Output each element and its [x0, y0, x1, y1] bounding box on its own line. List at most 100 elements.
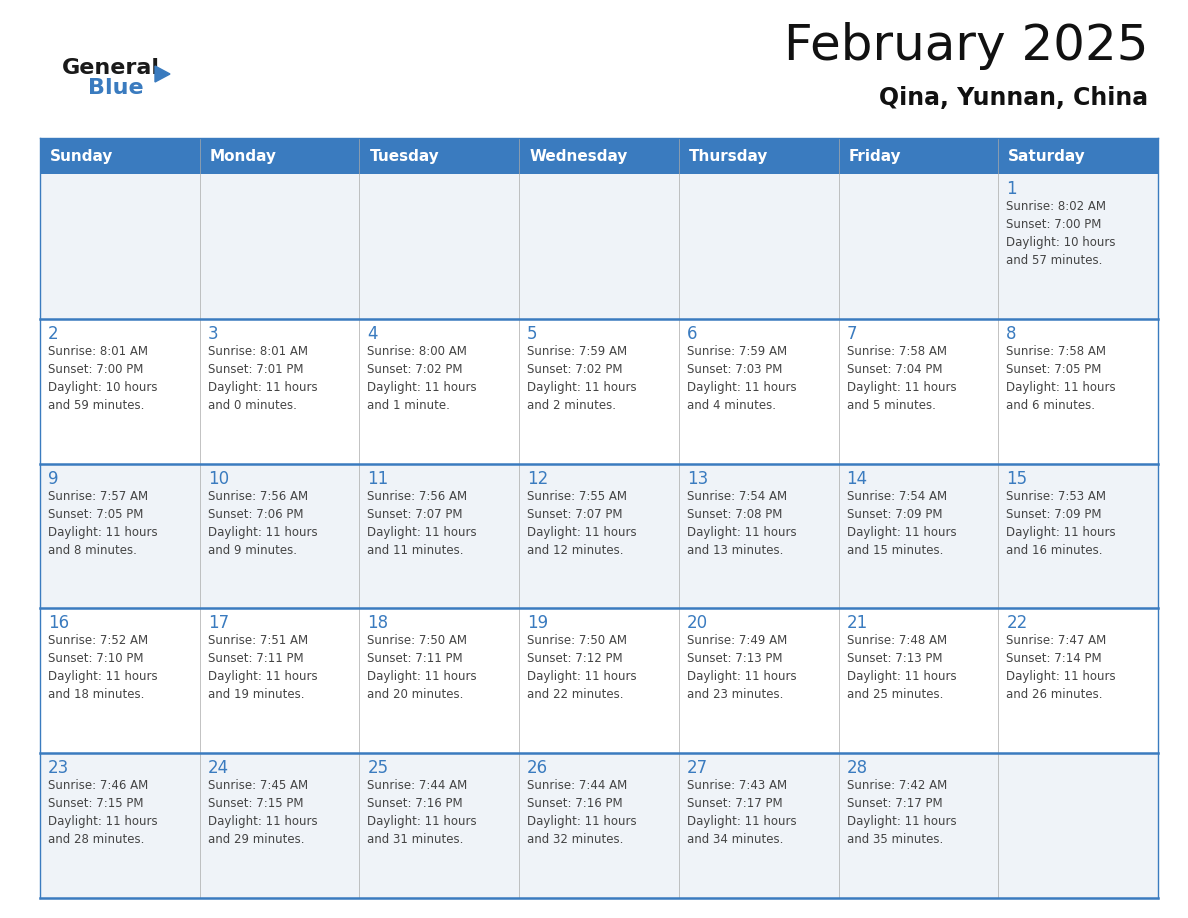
- Text: Sunrise: 7:47 AM: Sunrise: 7:47 AM: [1006, 634, 1106, 647]
- Text: 7: 7: [847, 325, 857, 342]
- Bar: [40, 319, 1158, 464]
- Text: Sunset: 7:02 PM: Sunset: 7:02 PM: [527, 363, 623, 375]
- Text: Monday: Monday: [210, 149, 277, 163]
- Text: 5: 5: [527, 325, 538, 342]
- Text: 21: 21: [847, 614, 867, 633]
- Text: Thursday: Thursday: [689, 149, 769, 163]
- Text: Sunrise: 7:59 AM: Sunrise: 7:59 AM: [687, 345, 786, 358]
- Text: Daylight: 11 hours: Daylight: 11 hours: [367, 381, 478, 394]
- Text: Sunset: 7:00 PM: Sunset: 7:00 PM: [1006, 218, 1101, 231]
- Bar: [40, 138, 1158, 174]
- Text: Daylight: 11 hours: Daylight: 11 hours: [847, 670, 956, 683]
- Text: 4: 4: [367, 325, 378, 342]
- Text: Daylight: 11 hours: Daylight: 11 hours: [687, 381, 796, 394]
- Text: 24: 24: [208, 759, 229, 778]
- Text: 6: 6: [687, 325, 697, 342]
- Text: Sunday: Sunday: [50, 149, 113, 163]
- Text: and 8 minutes.: and 8 minutes.: [48, 543, 137, 556]
- Text: Sunrise: 7:55 AM: Sunrise: 7:55 AM: [527, 489, 627, 502]
- Text: Sunrise: 7:43 AM: Sunrise: 7:43 AM: [687, 779, 786, 792]
- Text: Daylight: 11 hours: Daylight: 11 hours: [527, 526, 637, 539]
- Text: Sunset: 7:12 PM: Sunset: 7:12 PM: [527, 653, 623, 666]
- Text: Sunset: 7:09 PM: Sunset: 7:09 PM: [1006, 508, 1101, 521]
- Text: Sunrise: 7:58 AM: Sunrise: 7:58 AM: [1006, 345, 1106, 358]
- Text: 20: 20: [687, 614, 708, 633]
- Text: Daylight: 11 hours: Daylight: 11 hours: [527, 381, 637, 394]
- Text: 25: 25: [367, 759, 388, 778]
- Text: and 23 minutes.: and 23 minutes.: [687, 688, 783, 701]
- Text: and 35 minutes.: and 35 minutes.: [847, 834, 943, 846]
- Text: and 28 minutes.: and 28 minutes.: [48, 834, 145, 846]
- Text: Sunrise: 7:54 AM: Sunrise: 7:54 AM: [687, 489, 786, 502]
- Text: 19: 19: [527, 614, 549, 633]
- Text: 23: 23: [48, 759, 69, 778]
- Text: Daylight: 11 hours: Daylight: 11 hours: [367, 815, 478, 828]
- Text: 14: 14: [847, 470, 867, 487]
- Text: Sunrise: 7:49 AM: Sunrise: 7:49 AM: [687, 634, 788, 647]
- Text: Sunset: 7:06 PM: Sunset: 7:06 PM: [208, 508, 303, 521]
- Text: and 2 minutes.: and 2 minutes.: [527, 398, 617, 412]
- Text: Daylight: 11 hours: Daylight: 11 hours: [48, 670, 158, 683]
- Text: Sunrise: 7:53 AM: Sunrise: 7:53 AM: [1006, 489, 1106, 502]
- Text: Daylight: 11 hours: Daylight: 11 hours: [847, 381, 956, 394]
- Text: Sunset: 7:10 PM: Sunset: 7:10 PM: [48, 653, 144, 666]
- Text: Sunset: 7:00 PM: Sunset: 7:00 PM: [48, 363, 144, 375]
- Text: Daylight: 11 hours: Daylight: 11 hours: [1006, 670, 1116, 683]
- Text: Saturday: Saturday: [1009, 149, 1086, 163]
- Text: Sunrise: 7:52 AM: Sunrise: 7:52 AM: [48, 634, 148, 647]
- Text: and 15 minutes.: and 15 minutes.: [847, 543, 943, 556]
- Text: Sunrise: 8:01 AM: Sunrise: 8:01 AM: [208, 345, 308, 358]
- Text: Daylight: 11 hours: Daylight: 11 hours: [48, 815, 158, 828]
- Text: 15: 15: [1006, 470, 1028, 487]
- Text: 9: 9: [48, 470, 58, 487]
- Text: Daylight: 11 hours: Daylight: 11 hours: [208, 815, 317, 828]
- Text: Sunset: 7:07 PM: Sunset: 7:07 PM: [527, 508, 623, 521]
- Text: and 0 minutes.: and 0 minutes.: [208, 398, 297, 412]
- Text: Sunrise: 7:56 AM: Sunrise: 7:56 AM: [367, 489, 468, 502]
- Text: Sunset: 7:11 PM: Sunset: 7:11 PM: [208, 653, 303, 666]
- Text: Sunset: 7:07 PM: Sunset: 7:07 PM: [367, 508, 463, 521]
- Text: Sunset: 7:13 PM: Sunset: 7:13 PM: [847, 653, 942, 666]
- Text: Daylight: 11 hours: Daylight: 11 hours: [687, 670, 796, 683]
- Text: Sunrise: 7:48 AM: Sunrise: 7:48 AM: [847, 634, 947, 647]
- Text: Sunset: 7:15 PM: Sunset: 7:15 PM: [48, 797, 144, 811]
- Text: Sunset: 7:05 PM: Sunset: 7:05 PM: [1006, 363, 1101, 375]
- Text: Daylight: 11 hours: Daylight: 11 hours: [208, 670, 317, 683]
- Text: Sunset: 7:11 PM: Sunset: 7:11 PM: [367, 653, 463, 666]
- Text: Sunset: 7:08 PM: Sunset: 7:08 PM: [687, 508, 782, 521]
- Text: Sunrise: 7:57 AM: Sunrise: 7:57 AM: [48, 489, 148, 502]
- Text: Sunrise: 8:02 AM: Sunrise: 8:02 AM: [1006, 200, 1106, 213]
- Bar: [40, 609, 1158, 753]
- Text: Daylight: 11 hours: Daylight: 11 hours: [48, 526, 158, 539]
- Text: Sunrise: 7:50 AM: Sunrise: 7:50 AM: [367, 634, 467, 647]
- Text: and 18 minutes.: and 18 minutes.: [48, 688, 145, 701]
- Text: Sunrise: 7:54 AM: Sunrise: 7:54 AM: [847, 489, 947, 502]
- Text: and 1 minute.: and 1 minute.: [367, 398, 450, 412]
- Text: Sunrise: 7:42 AM: Sunrise: 7:42 AM: [847, 779, 947, 792]
- Text: Sunrise: 7:56 AM: Sunrise: 7:56 AM: [208, 489, 308, 502]
- Text: Sunrise: 8:00 AM: Sunrise: 8:00 AM: [367, 345, 467, 358]
- Text: Sunrise: 7:50 AM: Sunrise: 7:50 AM: [527, 634, 627, 647]
- Text: Tuesday: Tuesday: [369, 149, 440, 163]
- Text: Wednesday: Wednesday: [529, 149, 627, 163]
- Text: General: General: [62, 58, 160, 78]
- Text: 27: 27: [687, 759, 708, 778]
- Text: and 20 minutes.: and 20 minutes.: [367, 688, 463, 701]
- Text: Daylight: 11 hours: Daylight: 11 hours: [208, 526, 317, 539]
- Text: Sunset: 7:03 PM: Sunset: 7:03 PM: [687, 363, 782, 375]
- Text: Sunset: 7:14 PM: Sunset: 7:14 PM: [1006, 653, 1102, 666]
- Bar: [40, 753, 1158, 898]
- Text: and 19 minutes.: and 19 minutes.: [208, 688, 304, 701]
- Text: Daylight: 10 hours: Daylight: 10 hours: [48, 381, 158, 394]
- Text: Qina, Yunnan, China: Qina, Yunnan, China: [879, 86, 1148, 110]
- Text: Sunrise: 7:46 AM: Sunrise: 7:46 AM: [48, 779, 148, 792]
- Text: Daylight: 11 hours: Daylight: 11 hours: [527, 670, 637, 683]
- Text: Sunset: 7:09 PM: Sunset: 7:09 PM: [847, 508, 942, 521]
- Text: Daylight: 11 hours: Daylight: 11 hours: [687, 815, 796, 828]
- Text: and 12 minutes.: and 12 minutes.: [527, 543, 624, 556]
- Text: Daylight: 11 hours: Daylight: 11 hours: [687, 526, 796, 539]
- Text: Sunset: 7:05 PM: Sunset: 7:05 PM: [48, 508, 144, 521]
- Text: Friday: Friday: [848, 149, 902, 163]
- Text: Sunset: 7:13 PM: Sunset: 7:13 PM: [687, 653, 783, 666]
- Text: Sunrise: 7:51 AM: Sunrise: 7:51 AM: [208, 634, 308, 647]
